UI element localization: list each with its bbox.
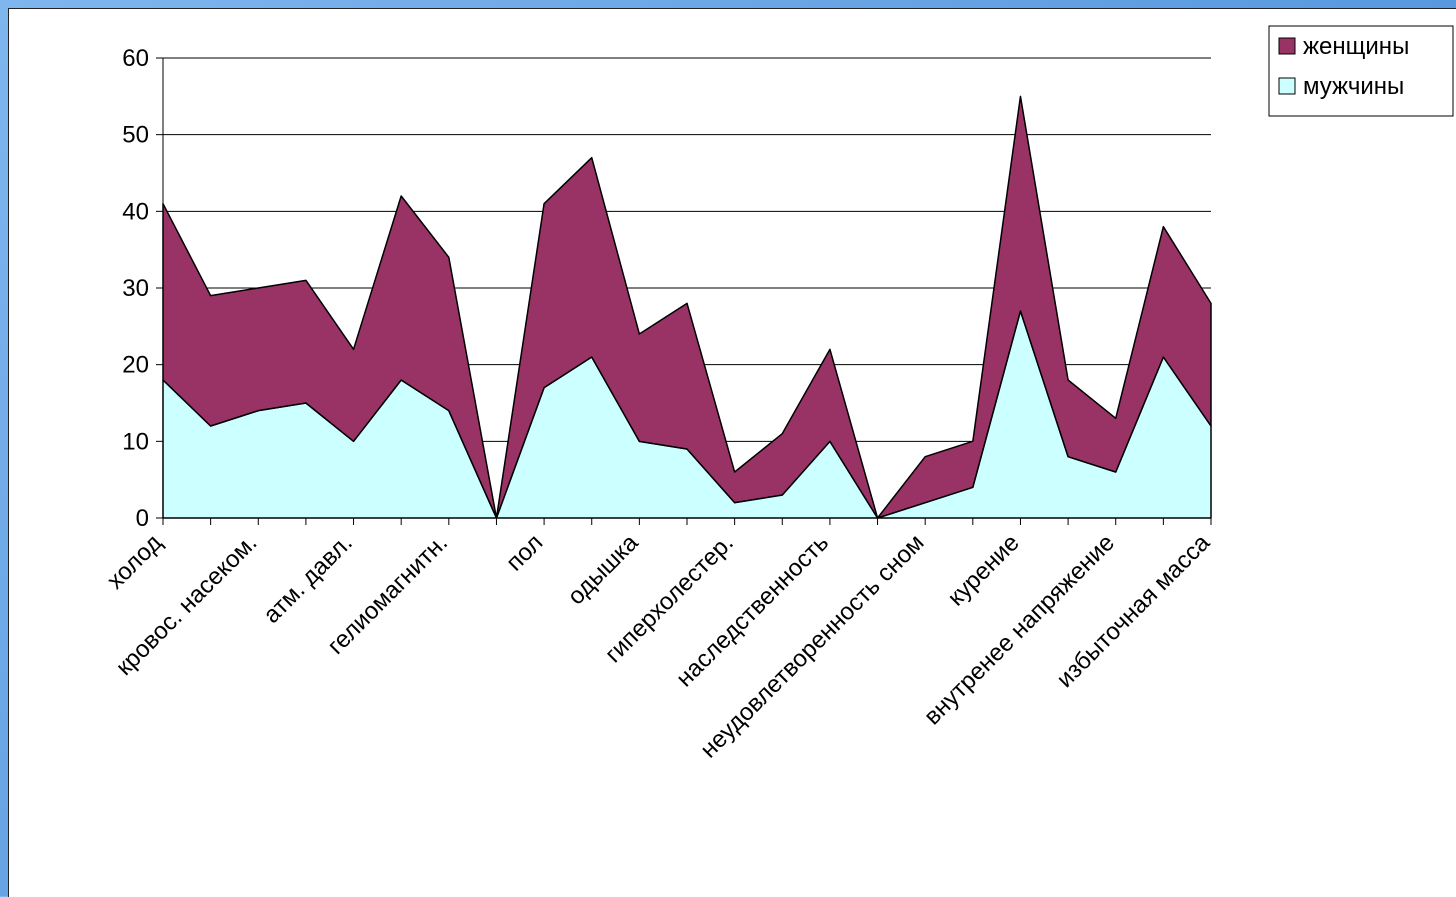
x-tick-label: пол	[501, 529, 548, 576]
area	[162, 95, 1212, 519]
x-tick-label: внутренее напряжение	[919, 529, 1120, 730]
y-tick-label: 50	[122, 122, 149, 149]
y-tick-label: 0	[136, 505, 149, 532]
y-tick-label: 40	[122, 198, 149, 225]
y-tick-label: 10	[122, 428, 149, 455]
legend-box	[1268, 25, 1454, 117]
legend-swatch	[1278, 37, 1296, 55]
chart-frame: 0 10 20 30 40 50 60 холод кровос. насеком. атм. д…	[8, 8, 1456, 897]
x-tick-label: холод	[102, 529, 168, 595]
x-tick-label: курение	[943, 529, 1025, 611]
y-tick-label: 20	[122, 352, 149, 379]
legend-label: мужчины	[1303, 73, 1404, 100]
x-tick-label: одышка	[562, 529, 644, 611]
legend-swatch	[1278, 77, 1296, 95]
legend-label: женщины	[1303, 33, 1409, 60]
y-tick-label: 60	[122, 45, 149, 72]
y-tick-label: 30	[122, 275, 149, 302]
x-tick-label: атм. давл.	[258, 529, 358, 629]
